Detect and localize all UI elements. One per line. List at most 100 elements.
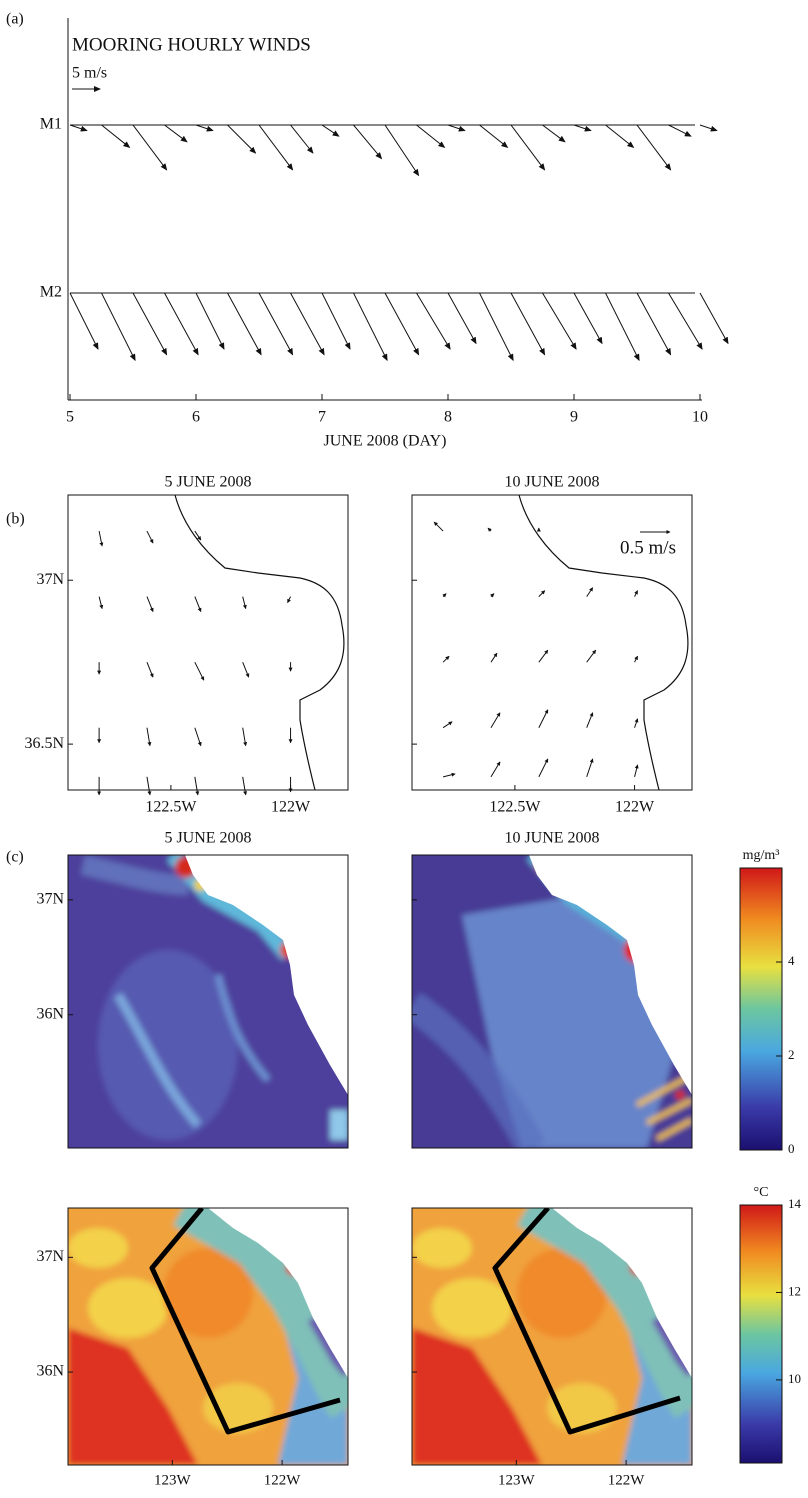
current-vector xyxy=(538,758,549,778)
colorbar-tick-label: 14 xyxy=(788,1196,802,1211)
current-vector xyxy=(146,776,152,796)
image-layer xyxy=(412,992,546,1148)
wind-vector xyxy=(510,124,546,171)
map-frame xyxy=(411,1207,693,1466)
current-vector xyxy=(194,596,202,613)
y-tick-label: 36.5N xyxy=(24,735,64,752)
image-layer xyxy=(163,1248,253,1338)
wind-vector xyxy=(353,124,383,160)
coastline xyxy=(518,494,689,791)
image-layer xyxy=(675,1090,685,1100)
x-tick-label: 122W xyxy=(608,1472,646,1488)
colorbar xyxy=(739,1204,783,1464)
wind-vector xyxy=(416,292,451,350)
wind-vector xyxy=(573,292,603,345)
wind-vector xyxy=(164,292,199,356)
current-vector xyxy=(194,776,200,796)
current-vector xyxy=(586,758,594,778)
current-vector xyxy=(442,655,450,663)
wind-vector xyxy=(101,292,136,362)
x-tick-label: 122W xyxy=(264,1472,302,1488)
colorbar-label: °C xyxy=(754,1185,769,1200)
wind-vector xyxy=(132,124,168,171)
image-layer xyxy=(68,1328,198,1465)
y-tick-label: 36N xyxy=(36,1363,64,1380)
wind-vector xyxy=(605,292,640,362)
current-vector xyxy=(487,527,492,532)
image-layer xyxy=(214,974,271,1083)
current-vector xyxy=(146,727,152,747)
current-vector xyxy=(194,727,202,747)
x-tick-label: 123W xyxy=(154,1472,192,1488)
colorbar xyxy=(739,867,783,1151)
current-vector xyxy=(634,764,639,778)
panel-label: (b) xyxy=(6,511,25,528)
current-vector xyxy=(98,596,104,610)
wind-vector xyxy=(258,292,294,356)
current-vector xyxy=(442,593,447,598)
image-layer xyxy=(98,950,238,1140)
colorbar-label: mg/m³ xyxy=(743,848,780,863)
image-layer xyxy=(412,1228,472,1268)
image-layer xyxy=(517,1208,692,1419)
wind-vector xyxy=(353,292,388,362)
wind-vector xyxy=(290,124,314,154)
current-vector xyxy=(194,661,205,681)
wind-vector xyxy=(447,124,466,132)
wind-vector xyxy=(447,292,477,345)
image-layer xyxy=(432,1278,512,1338)
image-layer xyxy=(203,1383,273,1433)
wind-vector xyxy=(416,124,446,149)
land xyxy=(185,855,348,1095)
image-layer xyxy=(517,1248,607,1338)
map-title: 5 JUNE 2008 xyxy=(164,474,251,491)
current-vector xyxy=(490,593,495,598)
colorbar-tick-label: 4 xyxy=(788,953,795,968)
wind-vector xyxy=(195,292,225,350)
wind-vector xyxy=(636,292,672,356)
map-frame xyxy=(411,494,693,791)
wind-vector xyxy=(479,124,509,149)
current-vector xyxy=(634,590,639,597)
image-layer xyxy=(412,1328,542,1465)
current-vector xyxy=(538,590,546,597)
wind-vector xyxy=(573,124,592,132)
map-title: 10 JUNE 2008 xyxy=(504,830,599,847)
map-image xyxy=(68,1208,348,1465)
wind-vector xyxy=(636,124,672,171)
land xyxy=(552,1208,692,1378)
wind-vector xyxy=(384,124,420,177)
x-tick-label: 8 xyxy=(444,409,452,426)
current-vector xyxy=(538,709,549,728)
wind-vector xyxy=(258,124,294,171)
current-vector xyxy=(98,530,104,547)
image-layer xyxy=(635,1072,692,1142)
current-vector xyxy=(634,718,639,728)
image-layer xyxy=(114,992,202,1128)
series-label: M2 xyxy=(40,284,62,301)
image-layer xyxy=(88,1278,168,1338)
panel-label: (a) xyxy=(6,11,24,28)
colorbar-tick-label: 10 xyxy=(788,1371,801,1386)
current-vector xyxy=(442,772,456,778)
y-tick-label: 37N xyxy=(36,890,64,907)
wind-vector xyxy=(321,292,351,350)
wind-vector xyxy=(227,292,262,356)
y-tick-label: 37N xyxy=(36,571,64,588)
wind-vector xyxy=(69,124,88,132)
wind-vector xyxy=(479,292,514,362)
current-vector xyxy=(442,721,453,729)
region-outline xyxy=(492,1208,681,1435)
map-image xyxy=(68,855,348,1148)
x-axis-label: JUNE 2008 (DAY) xyxy=(324,433,447,450)
image-layer xyxy=(68,1228,128,1268)
series-label: M1 xyxy=(40,116,62,133)
coastline xyxy=(174,494,345,791)
wind-vector xyxy=(227,124,257,154)
land xyxy=(208,1208,348,1378)
map-frame xyxy=(67,1207,349,1466)
wind-vector xyxy=(132,292,168,356)
x-tick-label: 122.5W xyxy=(145,799,197,816)
wind-vector xyxy=(101,124,131,149)
